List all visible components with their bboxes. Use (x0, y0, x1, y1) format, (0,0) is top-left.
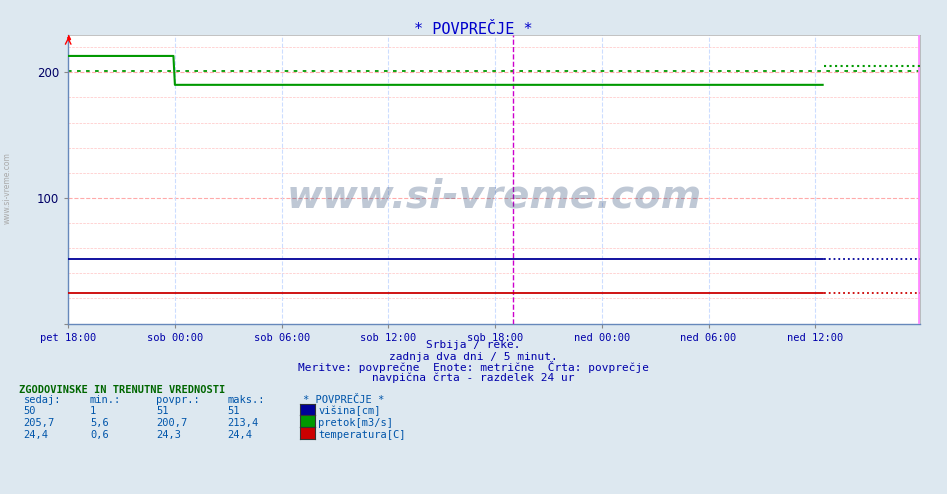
Text: Meritve: povprečne  Enote: metrične  Črta: povprečje: Meritve: povprečne Enote: metrične Črta:… (298, 361, 649, 372)
Text: temperatura[C]: temperatura[C] (318, 430, 405, 440)
Text: 51: 51 (227, 406, 240, 416)
Text: ZGODOVINSKE IN TRENUTNE VREDNOSTI: ZGODOVINSKE IN TRENUTNE VREDNOSTI (19, 385, 225, 395)
Text: 213,4: 213,4 (227, 418, 259, 428)
Text: 200,7: 200,7 (156, 418, 188, 428)
Text: * POVPREČJE *: * POVPREČJE * (303, 395, 384, 405)
Text: maks.:: maks.: (227, 395, 265, 405)
Text: 0,6: 0,6 (90, 430, 109, 440)
Text: 205,7: 205,7 (24, 418, 55, 428)
Text: 50: 50 (24, 406, 36, 416)
Text: min.:: min.: (90, 395, 121, 405)
Text: Srbija / reke.: Srbija / reke. (426, 340, 521, 350)
Text: pretok[m3/s]: pretok[m3/s] (318, 418, 393, 428)
Text: 51: 51 (156, 406, 169, 416)
Text: www.si-vreme.com: www.si-vreme.com (3, 152, 12, 224)
Text: 24,4: 24,4 (24, 430, 48, 440)
Text: 24,3: 24,3 (156, 430, 181, 440)
Text: www.si-vreme.com: www.si-vreme.com (287, 177, 702, 215)
Text: 1: 1 (90, 406, 97, 416)
Text: * POVPREČJE *: * POVPREČJE * (414, 22, 533, 37)
Text: povpr.:: povpr.: (156, 395, 200, 405)
Text: 5,6: 5,6 (90, 418, 109, 428)
Text: višina[cm]: višina[cm] (318, 406, 381, 416)
Text: zadnja dva dni / 5 minut.: zadnja dva dni / 5 minut. (389, 352, 558, 362)
Text: navpična črta - razdelek 24 ur: navpična črta - razdelek 24 ur (372, 373, 575, 383)
Text: sedaj:: sedaj: (24, 395, 62, 405)
Text: 24,4: 24,4 (227, 430, 252, 440)
